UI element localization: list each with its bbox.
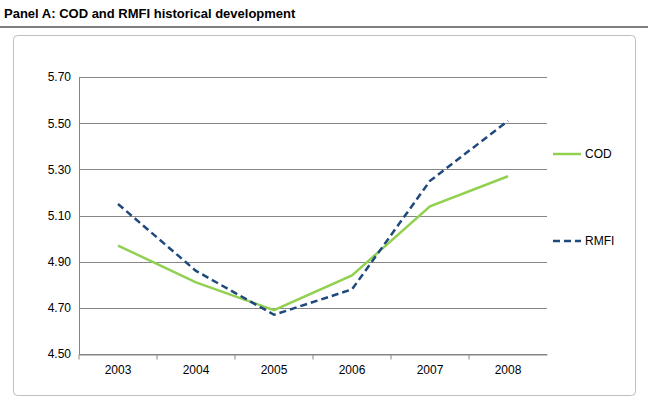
x-tick: 2003 [79,355,132,378]
x-tick-label: 2004 [183,363,210,377]
grid-line [79,169,547,170]
grid [79,78,547,355]
grid-line [79,77,547,78]
grid-line [79,216,547,217]
y-tick-label: 4.90 [48,255,72,269]
y-axis-line [79,78,80,355]
x-tick-label: 2006 [339,363,366,377]
y-tick-label: 4.50 [48,347,72,361]
x-tick-mark [157,355,158,360]
x-tick-mark [469,355,470,360]
y-tick: 4.50 [48,347,79,361]
legend-swatch [553,240,581,243]
legend-label: COD [585,147,612,161]
x-tick-label: 2007 [417,363,444,377]
series-line [118,121,508,315]
y-axis: 4.50 4.70 4.90 5.10 5.30 5.50 5.70 [48,70,80,361]
x-tick-label: 2003 [105,363,132,377]
y-tick-label: 5.70 [48,70,72,84]
x-tick-mark [235,355,236,360]
chart: Panel A: COD and RMFI historical develop… [0,0,648,416]
x-tick-mark [79,355,80,360]
x-tick: 2004 [157,355,210,378]
y-tick: 5.30 [48,163,79,177]
x-tick-mark [391,355,392,360]
x-tick-label: 2008 [495,363,522,377]
x-tick: 2007 [391,355,444,378]
legend-swatch [553,153,581,156]
y-tick: 4.70 [48,301,79,315]
y-tick: 5.70 [48,70,79,84]
x-tick-mark [313,355,314,360]
plot-area [118,121,508,315]
x-tick: 2005 [235,355,288,378]
x-tick: 2008 [469,355,522,378]
y-tick: 4.90 [48,255,79,269]
y-tick-label: 5.30 [48,163,72,177]
y-tick: 5.10 [48,209,79,223]
x-axis: 2003 2004 2005 2006 2007 2008 [79,355,548,378]
title-rule [0,27,648,28]
chart-frame [14,36,636,396]
title: Panel A: COD and RMFI historical develop… [4,6,296,21]
x-tick: 2006 [313,355,366,378]
y-tick-label: 5.50 [48,117,72,131]
grid-line [79,262,547,263]
grid-line [79,308,547,309]
x-tick-label: 2005 [261,363,288,377]
y-tick-label: 4.70 [48,301,72,315]
series-line [118,176,508,310]
grid-line [79,123,547,124]
legend-label: RMFI [585,234,614,248]
y-tick: 5.50 [48,117,79,131]
y-tick-label: 5.10 [48,209,72,223]
legend: COD RMFI [553,147,614,248]
